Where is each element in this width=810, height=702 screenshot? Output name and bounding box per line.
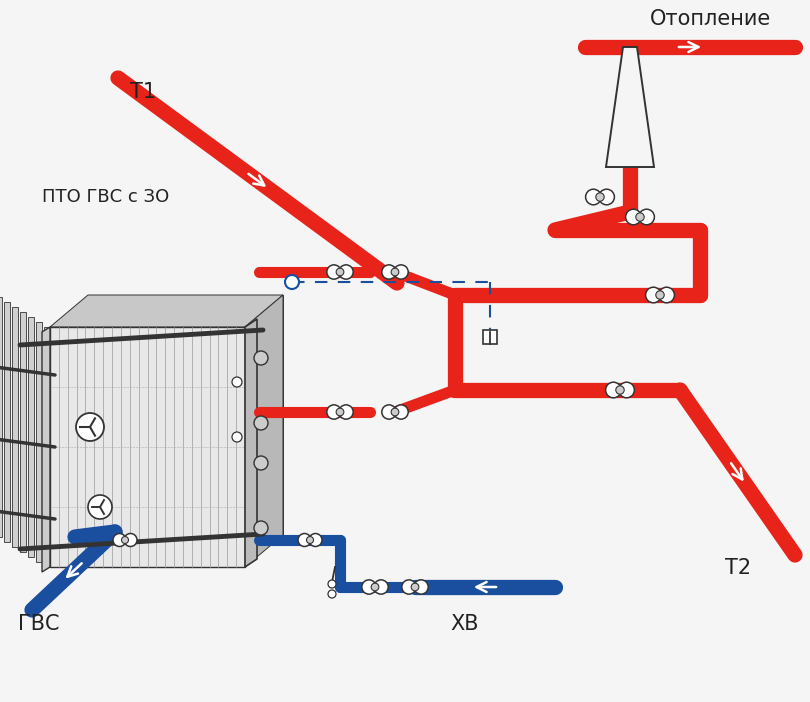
Circle shape — [285, 275, 299, 289]
Polygon shape — [50, 295, 283, 327]
Polygon shape — [42, 327, 50, 572]
Circle shape — [232, 377, 242, 387]
Circle shape — [394, 265, 408, 279]
Circle shape — [616, 386, 625, 395]
Circle shape — [391, 408, 399, 416]
Circle shape — [599, 190, 615, 205]
Circle shape — [122, 536, 129, 543]
Polygon shape — [606, 47, 654, 167]
Circle shape — [328, 590, 336, 598]
Circle shape — [336, 268, 344, 276]
Circle shape — [328, 580, 336, 588]
Circle shape — [382, 265, 396, 279]
Circle shape — [394, 405, 408, 419]
Circle shape — [625, 209, 642, 225]
Circle shape — [414, 580, 428, 594]
Polygon shape — [4, 302, 10, 542]
Circle shape — [76, 413, 104, 441]
Circle shape — [374, 580, 388, 594]
Circle shape — [254, 351, 268, 365]
Polygon shape — [12, 307, 18, 547]
Circle shape — [88, 495, 112, 519]
Circle shape — [656, 291, 664, 299]
Polygon shape — [28, 317, 34, 557]
Polygon shape — [0, 297, 2, 537]
Circle shape — [298, 534, 311, 546]
Polygon shape — [88, 295, 283, 535]
Circle shape — [402, 580, 416, 594]
Circle shape — [232, 432, 242, 442]
FancyBboxPatch shape — [483, 330, 497, 344]
Circle shape — [306, 536, 313, 543]
Text: ГВС: ГВС — [18, 614, 59, 634]
Circle shape — [659, 287, 675, 303]
Circle shape — [619, 382, 634, 398]
Polygon shape — [44, 327, 50, 567]
Circle shape — [309, 534, 322, 546]
Polygon shape — [36, 322, 42, 562]
Text: Т1: Т1 — [130, 82, 156, 102]
Circle shape — [336, 408, 344, 416]
Circle shape — [339, 265, 353, 279]
Circle shape — [124, 534, 137, 546]
Polygon shape — [245, 319, 257, 567]
Circle shape — [254, 456, 268, 470]
Circle shape — [113, 534, 126, 546]
Circle shape — [371, 583, 379, 591]
Polygon shape — [50, 327, 245, 567]
Circle shape — [606, 382, 621, 398]
Circle shape — [639, 209, 654, 225]
Circle shape — [586, 190, 601, 205]
Polygon shape — [20, 312, 26, 552]
Circle shape — [362, 580, 376, 594]
Text: Отопление: Отопление — [650, 9, 771, 29]
Circle shape — [254, 521, 268, 535]
Text: ХВ: ХВ — [450, 614, 479, 634]
Circle shape — [596, 193, 604, 201]
Circle shape — [646, 287, 661, 303]
Circle shape — [254, 416, 268, 430]
Text: ПТО ГВС с ЗО: ПТО ГВС с ЗО — [42, 188, 169, 206]
Circle shape — [411, 583, 419, 591]
Circle shape — [382, 405, 396, 419]
Circle shape — [326, 405, 341, 419]
Circle shape — [326, 265, 341, 279]
Circle shape — [636, 213, 644, 221]
Text: Т2: Т2 — [725, 558, 751, 578]
Circle shape — [391, 268, 399, 276]
Polygon shape — [245, 295, 283, 567]
Circle shape — [339, 405, 353, 419]
